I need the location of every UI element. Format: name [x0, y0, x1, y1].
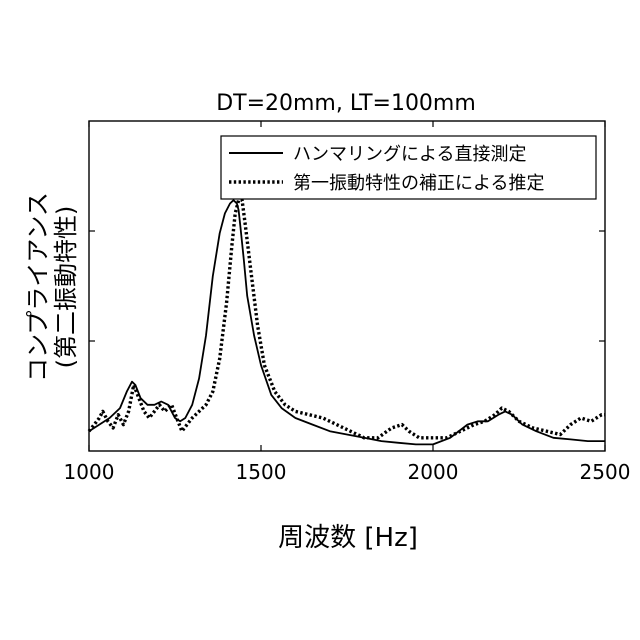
legend-label-direct: ハンマリングによる直接測定	[293, 144, 526, 165]
series-line-1	[89, 200, 605, 438]
x-tick-label: 1000	[64, 460, 115, 484]
y-axis	[89, 231, 605, 341]
legend-label-estimate: 第一振動特性の補正による推定	[293, 173, 544, 194]
legend: ハンマリングによる直接測定 第一振動特性の補正による推定	[221, 136, 596, 199]
y-axis-label-line1: コンプライアンス	[24, 192, 52, 382]
plot-area	[89, 200, 605, 444]
compliance-chart: DT=20mm, LT=100mm コンプライアンス (第二振動特性) 1000…	[0, 0, 640, 640]
x-tick-label: 1500	[236, 460, 287, 484]
series-line-0	[89, 200, 605, 444]
x-tick-label: 2000	[408, 460, 459, 484]
y-axis-label-line2: (第二振動特性)	[52, 206, 80, 369]
x-axis-label: 周波数 [Hz]	[278, 523, 418, 553]
x-tick-label: 2500	[580, 460, 631, 484]
chart-title: DT=20mm, LT=100mm	[216, 91, 476, 116]
